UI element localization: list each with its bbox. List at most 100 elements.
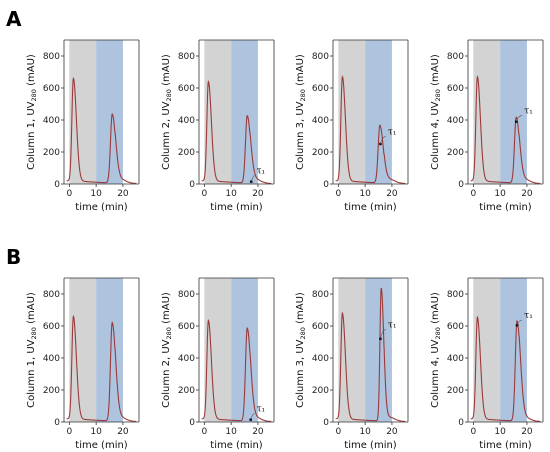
- y-tick-label: 800: [447, 52, 464, 62]
- x-tick-label: 0: [335, 427, 341, 437]
- tau-leader-line: [380, 136, 386, 145]
- x-tick-label: 20: [521, 427, 533, 437]
- x-axis-label: time (min): [75, 202, 128, 213]
- x-tick-label: 20: [117, 427, 129, 437]
- y-tick-label: 400: [178, 354, 195, 364]
- y-axis-label: Column 4, UV280 (mAU): [430, 292, 442, 408]
- load-phase-band: [473, 40, 501, 184]
- chart-panel-b-1: 0 200 400 600 800 0 10 20 time (min) Column 1, UV…: [26, 277, 140, 451]
- y-axis-label: Column 1, UV280 (mAU): [26, 54, 38, 170]
- chart-panel-a-2: 0 200 400 600 800 0 10 20 time (min) Column 2, UV…: [161, 39, 275, 213]
- chart-panel-a-3: 0 200 400 600 800 0 10 20 time (min) Column 3, UV…: [295, 39, 409, 213]
- y-tick-label: 800: [178, 52, 195, 62]
- tau-annotation-label: τ₁: [388, 321, 397, 331]
- y-tick-label: 400: [178, 116, 195, 126]
- y-tick-label: 200: [312, 386, 329, 396]
- y-tick-label: 800: [312, 290, 329, 300]
- tau-leader-line: [250, 175, 255, 182]
- x-tick-label: 20: [252, 427, 264, 437]
- load-phase-band: [338, 40, 366, 184]
- tau-marker-point: [514, 120, 518, 123]
- tau-annotation-label: τ₁: [388, 127, 397, 137]
- load-phase-band: [338, 278, 366, 422]
- y-tick-label: 800: [43, 52, 60, 62]
- y-tick-label: 0: [458, 180, 464, 190]
- chart-panel-b-4: 0 200 400 600 800 0 10 20 time (min) Column 4, UV…: [430, 277, 544, 451]
- y-tick-label: 400: [43, 116, 60, 126]
- x-tick-label: 0: [470, 189, 476, 199]
- y-tick-label: 400: [447, 354, 464, 364]
- y-tick-label: 0: [323, 180, 329, 190]
- chart-panel-b-3: 0 200 400 600 800 0 10 20 time (min) Column 3, UV…: [295, 277, 409, 451]
- y-tick-label: 200: [447, 386, 464, 396]
- x-axis-label: time (min): [479, 202, 532, 213]
- load-phase-band: [473, 278, 501, 422]
- load-phase-band: [69, 278, 97, 422]
- y-tick-label: 0: [189, 418, 195, 428]
- y-axis-label: Column 2, UV280 (mAU): [161, 54, 173, 170]
- tau-leader-line: [380, 329, 386, 339]
- y-tick-label: 400: [43, 354, 60, 364]
- y-tick-label: 600: [312, 84, 329, 94]
- tau-marker-point: [515, 323, 519, 327]
- y-tick-label: 800: [43, 290, 60, 300]
- y-axis-label: Column 3, UV280 (mAU): [295, 54, 307, 170]
- x-axis-label: time (min): [344, 202, 397, 213]
- y-axis-label: Column 3, UV280 (mAU): [295, 292, 307, 408]
- uv-trace-line: [335, 287, 406, 422]
- x-tick-label: 10: [225, 189, 237, 199]
- y-tick-label: 600: [43, 322, 60, 332]
- y-axis-label: Column 1, UV280 (mAU): [26, 292, 38, 408]
- x-tick-label: 20: [521, 189, 533, 199]
- y-tick-label: 600: [312, 322, 329, 332]
- uv-trace-line: [201, 80, 272, 184]
- y-tick-label: 0: [189, 180, 195, 190]
- x-tick-label: 0: [470, 427, 476, 437]
- y-tick-label: 200: [43, 386, 60, 396]
- load-phase-band: [204, 40, 232, 184]
- uv-trace-line: [201, 318, 272, 422]
- x-tick-label: 20: [386, 189, 398, 199]
- y-tick-label: 200: [178, 386, 195, 396]
- y-tick-label: 0: [323, 418, 329, 428]
- load-phase-band: [69, 40, 97, 184]
- x-axis-label: time (min): [479, 440, 532, 451]
- x-tick-label: 10: [90, 189, 102, 199]
- x-tick-label: 20: [117, 189, 129, 199]
- x-axis-label: time (min): [75, 440, 128, 451]
- x-axis-label: time (min): [210, 202, 263, 213]
- x-tick-label: 0: [335, 189, 341, 199]
- y-tick-label: 400: [447, 116, 464, 126]
- y-tick-label: 0: [54, 180, 60, 190]
- x-tick-label: 0: [201, 427, 207, 437]
- y-axis-label: Column 2, UV280 (mAU): [161, 292, 173, 408]
- x-tick-label: 10: [494, 189, 506, 199]
- x-tick-label: 0: [201, 189, 207, 199]
- tau-annotation-label: τ₁: [257, 167, 266, 177]
- y-tick-label: 600: [447, 84, 464, 94]
- wash-phase-band: [365, 40, 392, 184]
- x-tick-label: 10: [359, 427, 371, 437]
- load-phase-band: [204, 278, 232, 422]
- x-tick-label: 10: [494, 427, 506, 437]
- x-tick-label: 10: [359, 189, 371, 199]
- uv-trace-line: [470, 75, 541, 184]
- uv-trace-line: [470, 315, 541, 422]
- chart-panel-b-2: 0 200 400 600 800 0 10 20 time (min) Column 2, UV…: [161, 277, 275, 451]
- y-tick-label: 200: [312, 148, 329, 158]
- tau-annotation-label: τ₁: [524, 107, 533, 117]
- y-tick-label: 200: [43, 148, 60, 158]
- y-tick-label: 600: [447, 322, 464, 332]
- y-tick-label: 800: [312, 52, 329, 62]
- y-tick-label: 600: [178, 322, 195, 332]
- y-tick-label: 400: [312, 116, 329, 126]
- x-tick-label: 10: [225, 427, 237, 437]
- x-tick-label: 0: [66, 189, 72, 199]
- chart-panel-a-4: 0 200 400 600 800 0 10 20 time (min) Column 4, UV…: [430, 39, 544, 213]
- tau-annotation-label: τ₁: [524, 311, 533, 321]
- tau-leader-line: [515, 115, 523, 122]
- uv-trace-line: [66, 314, 137, 422]
- y-tick-label: 0: [458, 418, 464, 428]
